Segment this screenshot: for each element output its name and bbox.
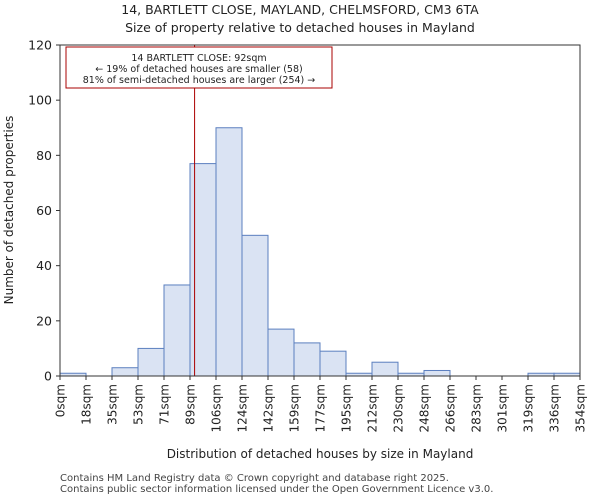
x-tick-label: 230sqm <box>392 384 406 432</box>
y-tick-label: 20 <box>36 313 52 328</box>
footer-line2: Contains public sector information licen… <box>60 484 494 495</box>
x-tick-label: 18sqm <box>80 384 94 425</box>
y-ticks-group: 0 20 40 60 80 100 120 <box>28 38 60 384</box>
bar-71sqm <box>163 284 191 377</box>
x-tick-label: 0sqm <box>54 384 68 417</box>
x-tick-label: 35sqm <box>106 384 120 425</box>
footer-attribution: Contains HM Land Registry data © Crown c… <box>60 473 493 495</box>
bar-142sqm <box>267 328 295 377</box>
x-tick-label: 159sqm <box>288 384 302 432</box>
annotation-line2: ← 19% of detached houses are smaller (58… <box>95 64 302 75</box>
bar-53sqm <box>137 347 165 377</box>
chart-title-line1: 14, BARTLETT CLOSE, MAYLAND, CHELMSFORD,… <box>121 2 479 17</box>
bar-159sqm <box>293 342 321 377</box>
x-tick-label: 71sqm <box>158 384 172 425</box>
x-tick-label: 195sqm <box>340 384 354 432</box>
annotation-line1: 14 BARTLETT CLOSE: 92sqm <box>131 53 266 64</box>
y-tick-label: 80 <box>36 148 52 163</box>
chart-title-line2: Size of property relative to detached ho… <box>125 20 475 35</box>
x-tick-label: 354sqm <box>574 384 588 432</box>
x-tick-label: 142sqm <box>262 384 276 432</box>
x-tick-label: 212sqm <box>366 384 380 432</box>
x-tick-label: 266sqm <box>444 384 458 432</box>
plot-frame <box>59 44 581 377</box>
y-tick-label: 120 <box>28 38 52 53</box>
bar-106sqm <box>215 127 243 377</box>
x-tick-label: 283sqm <box>470 384 484 432</box>
y-tick-label: 0 <box>44 369 52 384</box>
x-tick-label: 106sqm <box>210 384 224 432</box>
bars-group <box>59 127 581 377</box>
x-tick-label: 177sqm <box>314 384 328 432</box>
bar-212sqm <box>371 361 399 377</box>
x-axis-label: Distribution of detached houses by size … <box>167 447 474 461</box>
x-tick-label: 248sqm <box>418 384 432 432</box>
y-tick-label: 40 <box>36 258 52 273</box>
footer-line1: Contains HM Land Registry data © Crown c… <box>60 473 449 484</box>
annotation-box: 14 BARTLETT CLOSE: 92sqm ← 19% of detach… <box>65 46 333 89</box>
bar-248sqm <box>423 369 451 377</box>
x-tick-label: 301sqm <box>496 384 510 432</box>
x-ticks-group: 0sqm 18sqm 35sqm 53sqm 71sqm 89sqm 106sqm 124sq… <box>54 376 588 432</box>
bar-89sqm <box>189 163 217 377</box>
bar-124sqm <box>241 234 269 377</box>
axes-group <box>59 44 581 377</box>
x-tick-label: 336sqm <box>548 384 562 432</box>
y-tick-label: 60 <box>36 203 52 218</box>
y-tick-label: 100 <box>28 93 52 108</box>
bar-177sqm <box>319 350 347 377</box>
x-tick-label: 319sqm <box>522 384 536 432</box>
x-tick-label: 89sqm <box>184 384 198 425</box>
annotation-line3: 81% of semi-detached houses are larger (… <box>83 75 316 86</box>
x-tick-label: 124sqm <box>236 384 250 432</box>
bar-35sqm <box>111 367 139 377</box>
y-axis-label: Number of detached properties <box>2 116 16 305</box>
x-tick-label: 53sqm <box>132 384 146 425</box>
annotation-border <box>65 46 333 89</box>
